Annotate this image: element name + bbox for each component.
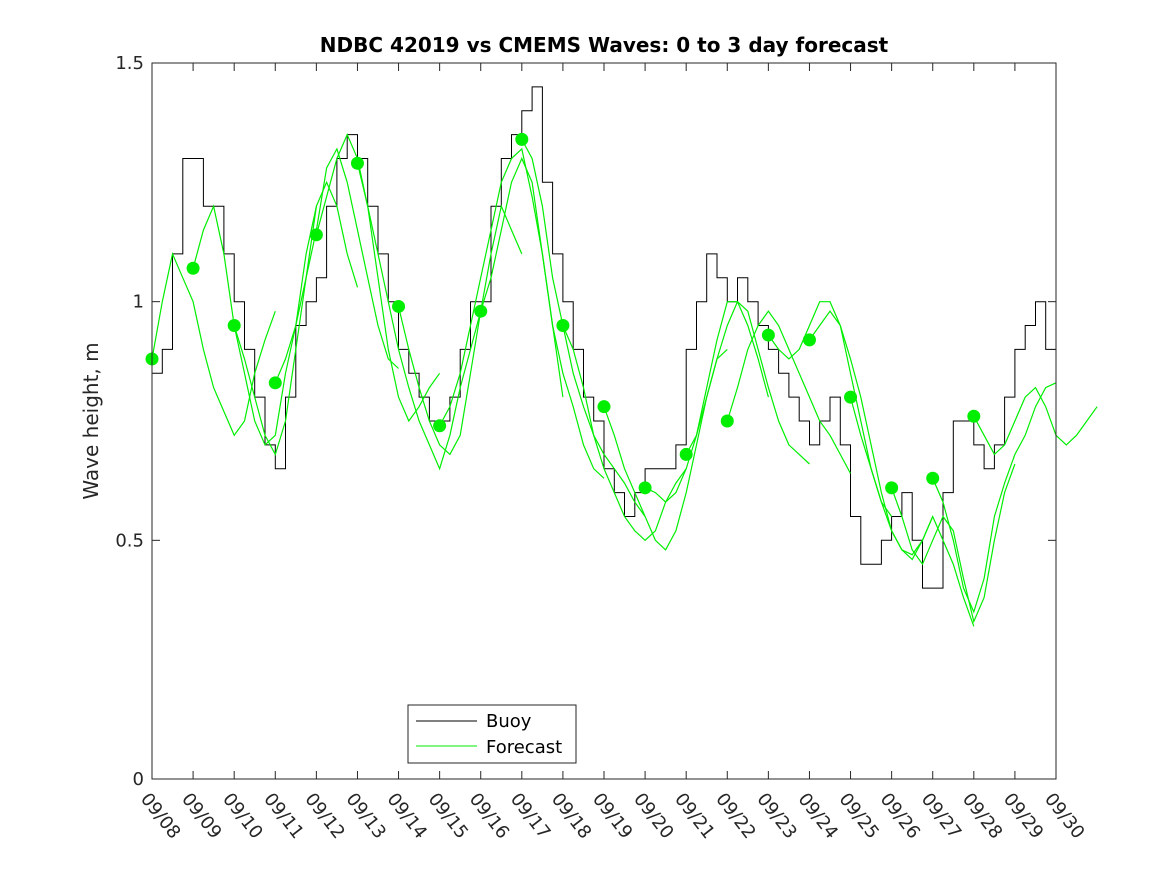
y-tick-label: 1.5 bbox=[115, 53, 144, 74]
y-tick-label: 0 bbox=[133, 769, 144, 790]
legend: Buoy Forecast bbox=[407, 704, 577, 764]
y-axis-label: Wave height, m bbox=[79, 342, 103, 499]
x-tick-label: 09/29 bbox=[999, 789, 1047, 843]
forecast-start-point bbox=[227, 319, 241, 333]
forecast-run-line bbox=[356, 163, 482, 471]
forecast-run-line bbox=[849, 396, 975, 627]
x-tick-label: 09/11 bbox=[259, 789, 307, 843]
x-tick-label: 09/15 bbox=[424, 789, 472, 843]
forecast-start-point bbox=[309, 228, 323, 242]
forecast-run-line bbox=[726, 310, 852, 474]
x-tick-label: 09/08 bbox=[136, 789, 184, 843]
forecast-run-line bbox=[973, 386, 1098, 456]
forecast-run-line bbox=[151, 251, 276, 437]
x-tick-label: 09/13 bbox=[342, 789, 390, 843]
plot-frame bbox=[151, 62, 1057, 780]
forecast-run-line bbox=[644, 301, 769, 503]
legend-buoy-label: Buoy bbox=[486, 711, 532, 732]
x-tick-label: 09/22 bbox=[711, 789, 759, 843]
forecast-start-point bbox=[474, 304, 488, 318]
forecast-start-point bbox=[186, 261, 200, 275]
forecast-run-line bbox=[809, 310, 934, 561]
forecast-start-point bbox=[720, 414, 734, 428]
x-tick-label: 09/18 bbox=[547, 789, 595, 843]
forecast-start-point bbox=[885, 481, 899, 495]
forecast-start-point bbox=[761, 328, 775, 342]
forecast-start-points bbox=[145, 132, 981, 495]
forecast-run-line bbox=[932, 382, 1057, 614]
x-tick-label: 09/12 bbox=[300, 789, 348, 843]
legend-box bbox=[407, 704, 577, 764]
forecast-start-point bbox=[802, 333, 816, 347]
forecast-run-line bbox=[521, 139, 646, 517]
forecast-start-point bbox=[679, 447, 693, 461]
forecast-run-line bbox=[233, 180, 359, 456]
chart-title: NDBC 42019 vs CMEMS Waves: 0 to 3 day fo… bbox=[320, 33, 889, 57]
forecast-run-line bbox=[480, 156, 605, 479]
forecast-run-line bbox=[274, 147, 399, 384]
forecast-run-line bbox=[891, 463, 1016, 624]
y-axis-ticks: 0 0.5 1 1.5 bbox=[115, 53, 1056, 790]
x-tick-label: 09/26 bbox=[876, 789, 924, 843]
forecast-start-point bbox=[268, 376, 282, 390]
x-tick-label: 09/25 bbox=[835, 789, 883, 843]
forecast-run-line bbox=[685, 300, 810, 465]
legend-forecast-label: Forecast bbox=[486, 737, 562, 758]
forecast-start-point bbox=[556, 319, 570, 333]
x-tick-label: 09/17 bbox=[506, 789, 554, 843]
x-tick-label: 09/21 bbox=[670, 789, 718, 843]
forecast-start-point bbox=[433, 419, 447, 433]
forecast-start-point bbox=[597, 400, 611, 414]
x-tick-label: 09/09 bbox=[177, 789, 225, 843]
x-tick-label: 09/14 bbox=[383, 789, 431, 843]
x-tick-label: 09/20 bbox=[629, 789, 677, 843]
x-tick-label: 09/10 bbox=[218, 789, 266, 843]
forecast-start-point bbox=[515, 132, 529, 146]
x-tick-label: 09/28 bbox=[958, 789, 1006, 843]
forecast-start-point bbox=[392, 299, 406, 313]
x-tick-label: 09/19 bbox=[588, 789, 636, 843]
forecast-start-point bbox=[967, 409, 981, 423]
forecast-run-line bbox=[397, 204, 523, 456]
x-tick-label: 09/30 bbox=[1040, 789, 1088, 843]
y-tick-label: 0.5 bbox=[115, 530, 144, 551]
buoy-series-line bbox=[152, 86, 1057, 589]
x-tick-label: 09/16 bbox=[465, 789, 513, 843]
forecast-run-line bbox=[315, 133, 441, 423]
x-tick-label: 09/24 bbox=[794, 789, 842, 843]
forecast-start-point bbox=[350, 156, 364, 170]
x-tick-label: 09/23 bbox=[752, 789, 800, 843]
y-tick-label: 1 bbox=[133, 292, 144, 313]
forecast-start-point bbox=[926, 471, 940, 485]
x-tick-label: 09/27 bbox=[917, 789, 965, 843]
forecast-start-point bbox=[844, 390, 858, 404]
series-layer bbox=[151, 86, 1098, 627]
forecast-start-point bbox=[638, 481, 652, 495]
